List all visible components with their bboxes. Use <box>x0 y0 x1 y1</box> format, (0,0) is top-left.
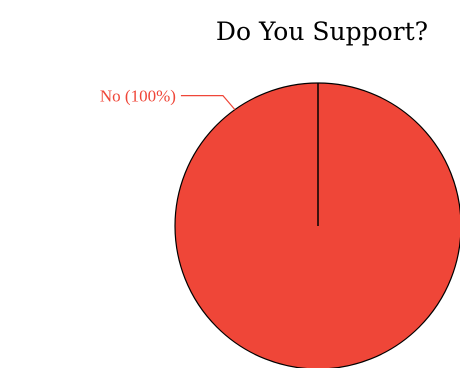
pie-leader-line-0 <box>180 95 236 111</box>
pie-slice-label-0: No (100%) <box>100 87 176 106</box>
pie-slices <box>174 82 460 368</box>
chart-title: Do You Support? <box>216 17 428 46</box>
pie-labels: No (100%) <box>100 87 236 111</box>
